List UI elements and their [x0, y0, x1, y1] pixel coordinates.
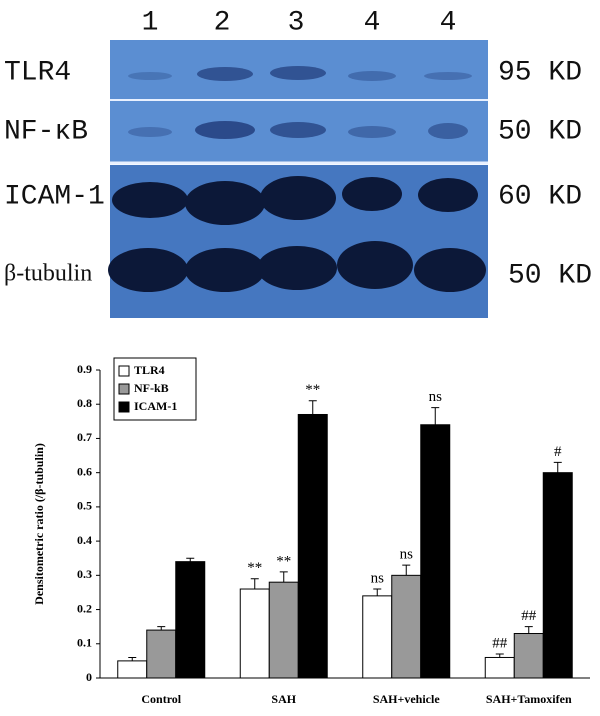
band — [337, 241, 413, 289]
size-label: 50 KD — [508, 260, 592, 291]
western-blot: 1 2 3 4 4 TLR4 95 KD NF-κB 50 KD ICAM-1 60 KD β-tub… — [4, 5, 592, 318]
legend-swatch — [118, 365, 130, 377]
band — [414, 248, 486, 292]
bands — [108, 176, 486, 292]
significance-label: ** — [247, 560, 262, 576]
bar — [239, 588, 270, 679]
legend-label: TLR4 — [134, 363, 165, 377]
band — [424, 72, 472, 80]
legend-swatch — [118, 383, 130, 395]
band — [270, 122, 326, 138]
error-bar — [553, 461, 562, 473]
bar — [391, 574, 422, 679]
bar — [362, 595, 393, 679]
bar — [420, 424, 451, 679]
y-tick-label: 0.2 — [77, 601, 92, 615]
bar — [297, 413, 328, 679]
lane-label: 1 — [142, 7, 159, 38]
error-bar — [524, 626, 533, 634]
significance-label: ** — [305, 382, 320, 398]
error-bar — [495, 653, 504, 658]
y-tick-label: 0.6 — [77, 464, 92, 478]
y-tick-label: 0 — [86, 670, 92, 684]
x-tick-label: Control — [141, 692, 181, 706]
error-bar — [431, 407, 440, 425]
row-label: TLR4 — [4, 57, 71, 88]
band — [128, 127, 172, 137]
lane-label: 3 — [288, 7, 305, 38]
band — [348, 71, 396, 81]
error-bar — [279, 571, 288, 583]
y-tick-label: 0.1 — [77, 636, 92, 650]
band — [108, 248, 188, 292]
size-label: 60 KD — [498, 181, 582, 212]
lane-header — [110, 5, 488, 40]
y-tick-label: 0.7 — [77, 430, 92, 444]
significance-label: ns — [429, 389, 443, 405]
significance-label: # — [554, 444, 562, 460]
bar — [542, 472, 573, 679]
y-tick-label: 0.9 — [77, 362, 92, 376]
size-label: 95 KD — [498, 57, 582, 88]
significance-label: ns — [400, 547, 414, 563]
y-tick-label: 0.5 — [77, 499, 92, 513]
bar — [513, 633, 544, 679]
error-bar — [402, 564, 411, 576]
bands — [128, 66, 472, 139]
bar — [175, 561, 206, 679]
lane-label: 4 — [364, 7, 381, 38]
band — [185, 248, 265, 292]
band — [197, 67, 253, 81]
band — [195, 121, 255, 139]
significance-label: ** — [276, 553, 291, 569]
error-bar — [128, 656, 137, 661]
x-tick-label: SAH — [271, 692, 296, 706]
error-bar — [250, 578, 259, 590]
error-bar — [186, 557, 195, 562]
bar — [146, 629, 177, 679]
bar — [268, 581, 299, 679]
band — [112, 182, 188, 218]
band — [257, 246, 337, 290]
error-bar — [308, 400, 317, 415]
band — [260, 176, 336, 220]
x-tick-label: SAH+Tamoxifen — [486, 692, 572, 706]
y-tick-label: 0.8 — [77, 396, 92, 410]
bar — [484, 656, 515, 679]
band — [270, 66, 326, 80]
legend-swatch — [118, 401, 130, 413]
size-label: 50 KD — [498, 116, 582, 147]
lane-label: 4 — [440, 7, 457, 38]
band — [185, 181, 265, 225]
legend-label: ICAM-1 — [134, 399, 177, 413]
error-bar — [373, 588, 382, 596]
legend-label: NF-kB — [134, 381, 169, 395]
band — [428, 123, 468, 139]
significance-label: ## — [521, 608, 537, 624]
y-axis-label: Densitometric ratio (/β-tubulin) — [32, 443, 46, 605]
significance-label: ns — [371, 570, 385, 586]
y-tick-label: 0.4 — [77, 533, 92, 547]
band — [418, 178, 478, 212]
bar — [117, 660, 148, 679]
significance-label: ## — [492, 635, 508, 651]
x-tick-label: SAH+vehicle — [373, 692, 441, 706]
bar-chart: 0 0.1 0.2 0.3 0.4 0.5 0.6 0.7 0.8 0.9 Densitometri… — [32, 357, 590, 706]
error-bar — [157, 626, 166, 631]
lane-label: 2 — [214, 7, 231, 38]
row-label: β-tubulin — [4, 261, 92, 287]
band — [342, 177, 402, 211]
y-tick-label: 0.3 — [77, 567, 92, 581]
band — [348, 126, 396, 138]
band — [128, 72, 172, 80]
row-label: NF-κB — [4, 116, 88, 147]
row-label: ICAM-1 — [4, 181, 105, 212]
